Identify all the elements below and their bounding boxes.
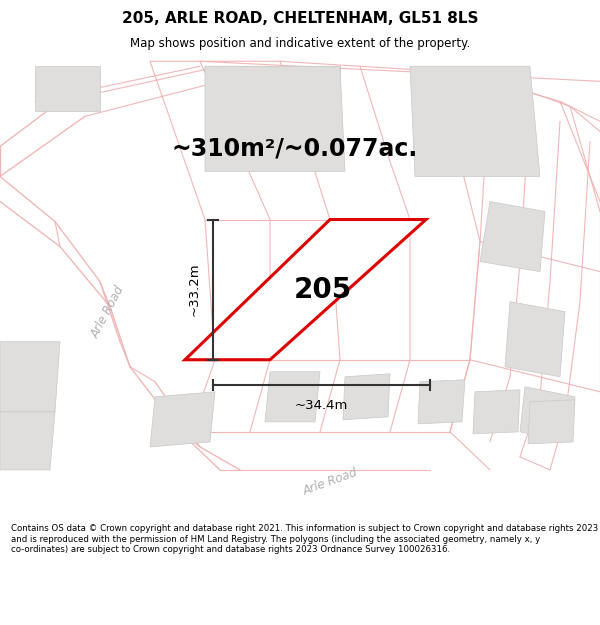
Polygon shape	[35, 66, 100, 111]
Polygon shape	[265, 372, 320, 422]
Text: ~33.2m: ~33.2m	[188, 263, 201, 316]
Text: 205, ARLE ROAD, CHELTENHAM, GL51 8LS: 205, ARLE ROAD, CHELTENHAM, GL51 8LS	[122, 11, 478, 26]
Polygon shape	[210, 66, 340, 166]
Polygon shape	[505, 302, 565, 377]
Polygon shape	[205, 66, 345, 171]
Text: Map shows position and indicative extent of the property.: Map shows position and indicative extent…	[130, 37, 470, 50]
Polygon shape	[185, 219, 426, 360]
Text: Contains OS data © Crown copyright and database right 2021. This information is : Contains OS data © Crown copyright and d…	[11, 524, 598, 554]
Polygon shape	[0, 412, 55, 470]
Polygon shape	[480, 201, 545, 272]
Text: Arle Road: Arle Road	[301, 466, 359, 498]
Polygon shape	[520, 387, 575, 442]
Polygon shape	[410, 66, 540, 176]
Text: 205: 205	[293, 276, 352, 304]
Polygon shape	[0, 342, 60, 412]
Polygon shape	[418, 380, 465, 424]
Polygon shape	[528, 400, 575, 444]
Text: ~34.4m: ~34.4m	[295, 399, 348, 412]
Text: Arle Road: Arle Road	[89, 283, 127, 340]
Text: ~310m²/~0.077ac.: ~310m²/~0.077ac.	[172, 136, 418, 161]
Polygon shape	[150, 392, 215, 447]
Polygon shape	[473, 390, 520, 434]
Polygon shape	[343, 374, 390, 420]
